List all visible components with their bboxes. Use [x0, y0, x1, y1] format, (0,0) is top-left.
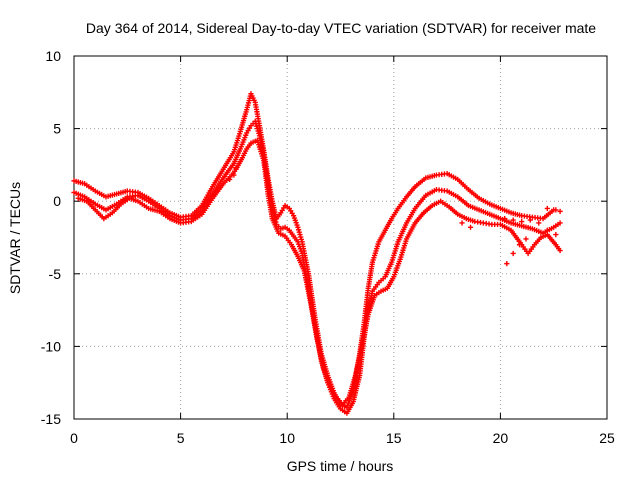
data-point — [519, 218, 525, 225]
series-track-3 — [75, 137, 563, 408]
data-series-layer — [71, 91, 563, 416]
data-point — [502, 216, 508, 222]
y-tick-label: 5 — [53, 121, 61, 137]
series-track-1 — [71, 91, 557, 410]
plot-frame — [73, 55, 608, 420]
chart-title: Day 364 of 2014, Sidereal Day-to-day VTE… — [86, 20, 596, 36]
x-axis-tick-labels: 0 5 10 15 20 25 — [70, 430, 615, 446]
x-tick-label: 0 — [70, 430, 78, 446]
y-tick-label: 0 — [53, 193, 61, 209]
chart-grid — [73, 55, 608, 420]
data-point — [557, 208, 563, 214]
y-axis-tick-labels: 10 5 0 -5 -10 -15 — [41, 48, 61, 427]
data-point — [227, 176, 233, 183]
data-point — [557, 220, 563, 226]
data-point — [516, 242, 523, 248]
data-point — [553, 231, 559, 238]
series-track-4 — [227, 165, 563, 267]
y-tick-label: 10 — [45, 48, 61, 64]
data-point — [510, 217, 516, 223]
x-tick-label: 20 — [493, 430, 509, 446]
data-point — [459, 220, 465, 226]
series-track-2 — [71, 118, 563, 416]
data-point — [233, 165, 239, 171]
y-tick-label: -10 — [41, 338, 61, 354]
data-point — [510, 250, 516, 257]
y-tick-label: -15 — [41, 411, 61, 427]
data-point — [231, 172, 237, 178]
data-point — [523, 236, 529, 242]
x-tick-label: 25 — [599, 430, 615, 446]
data-point — [504, 261, 510, 267]
axis-ticks — [73, 55, 608, 420]
data-point — [544, 227, 550, 233]
data-point — [544, 205, 550, 212]
x-axis-label: GPS time / hours — [287, 458, 394, 474]
data-point — [557, 247, 563, 254]
x-tick-label: 10 — [279, 430, 295, 446]
y-axis-label: SDTVAR / TECUs — [7, 182, 23, 294]
y-tick-label: -5 — [49, 266, 62, 282]
x-tick-label: 15 — [386, 430, 402, 446]
x-tick-label: 5 — [177, 430, 185, 446]
data-point — [553, 207, 559, 213]
data-point — [536, 220, 542, 226]
data-point — [467, 224, 474, 230]
data-point — [527, 217, 533, 223]
